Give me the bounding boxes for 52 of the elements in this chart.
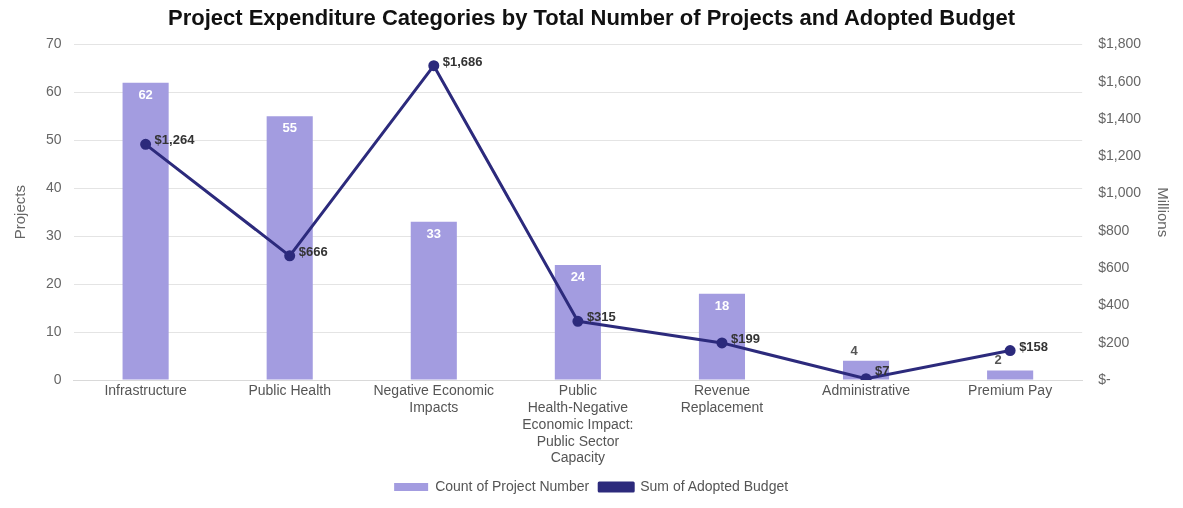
data-label: $666 <box>298 243 328 259</box>
y2-tick-label: $1,800 <box>1098 35 1142 52</box>
data-label: 24 <box>570 269 586 285</box>
legend-label: Sum of Adopted Budget <box>640 477 789 494</box>
bar <box>410 221 457 380</box>
y-tick-label: 40 <box>45 179 62 196</box>
legend-label: Count of Project Number <box>435 477 590 494</box>
y-tick-label: 0 <box>53 370 62 387</box>
data-label: $158 <box>1019 338 1049 354</box>
data-label: 2 <box>994 352 1002 368</box>
bar <box>987 370 1034 380</box>
y2-axis-title: Millions <box>1154 187 1172 238</box>
y2-tick-label: $1,600 <box>1098 72 1142 89</box>
x-tick-label: Public Health-Negative Economic Impact: Public Sector Capacity <box>522 382 634 466</box>
y-tick-label: 50 <box>45 131 62 148</box>
x-tick-label: Administrative <box>822 382 911 399</box>
y2-tick-label: $600 <box>1098 258 1130 275</box>
y2-tick-label: $1,200 <box>1098 147 1142 164</box>
y-tick-label: 20 <box>45 274 62 291</box>
data-label: $199 <box>730 330 760 346</box>
x-tick-label: Revenue Replacement <box>680 382 764 416</box>
y-tick-label: 70 <box>45 35 62 52</box>
data-label: 18 <box>714 297 730 313</box>
x-tick-label: Public Health <box>248 382 331 399</box>
data-label: 62 <box>138 86 153 102</box>
point <box>716 337 728 349</box>
y-axis-title: Projects <box>11 185 29 240</box>
point <box>1004 345 1016 357</box>
y2-tick-label: $200 <box>1098 333 1130 350</box>
y2-tick-label: $400 <box>1098 296 1130 313</box>
point <box>284 250 296 262</box>
y-tick-label: 60 <box>45 83 62 100</box>
x-tick-label: Infrastructure <box>104 382 188 399</box>
y2-tick-label: $1,000 <box>1098 184 1142 201</box>
y-tick-label: 10 <box>45 322 62 339</box>
data-label: 4 <box>850 342 859 358</box>
data-label: 55 <box>282 120 297 136</box>
y2-tick-label: $- <box>1098 370 1111 387</box>
point <box>428 60 440 72</box>
data-label: $1,686 <box>442 53 483 69</box>
point <box>140 138 152 150</box>
data-label: $1,264 <box>154 132 196 148</box>
x-tick-label: Premium Pay <box>968 382 1053 399</box>
data-label: 33 <box>426 225 442 241</box>
chart-title: Project Expenditure Categories by Total Number of Projects and Adopted Budget <box>167 5 1016 31</box>
x-tick-label: Negative Economic Impacts <box>373 382 495 416</box>
y-tick-label: 30 <box>45 227 62 244</box>
point <box>572 315 584 327</box>
data-label: $315 <box>586 309 616 325</box>
y2-tick-label: $1,400 <box>1098 109 1142 126</box>
data-label: $7 <box>875 362 890 378</box>
y2-tick-label: $800 <box>1098 221 1130 238</box>
